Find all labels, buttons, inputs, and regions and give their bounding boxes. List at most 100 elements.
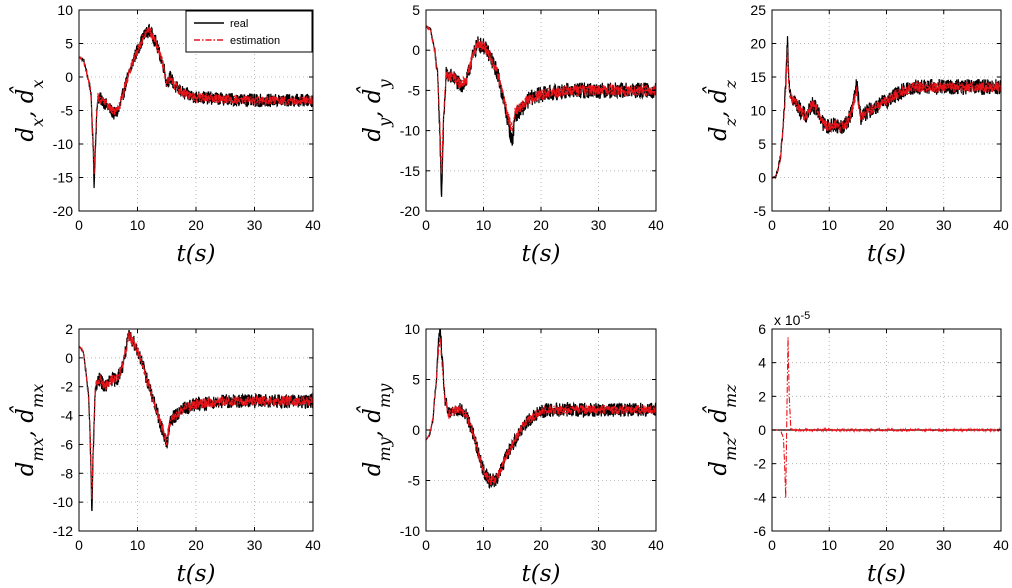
x-tick-label: 20 [879,537,895,553]
y-tick-label: -5 [408,473,421,489]
x-tick-label: 0 [75,217,83,233]
x-axis-label: t(s) [867,241,906,267]
y-tick-label: -6 [61,436,74,452]
y-tick-label: -8 [61,465,74,481]
y-axis-label: dmx, d̂mx [10,384,46,477]
x-tick-label: 40 [648,217,664,233]
x-tick-label: 20 [533,537,549,553]
subplot-dmy: 0 10 20 30 40 -10 -5 0 5 10 t(s) dmy, d̂my [357,321,664,587]
y-tick-label: 0 [65,69,73,85]
x-tick-label: 30 [936,217,952,233]
x-tick-label: 30 [591,217,607,233]
y-tick-label: 0 [412,422,420,438]
x-tick-label: 10 [476,217,492,233]
x-tick-label: 40 [305,217,321,233]
x-axis-label: t(s) [177,241,216,267]
y-tick-label: -20 [53,203,73,219]
y-tick-label: 2 [65,321,73,337]
y-tick-label: 10 [750,103,766,119]
y-tick-label: -10 [400,523,420,539]
y-tick-label: 25 [750,2,766,18]
x-axis-label: t(s) [177,561,216,587]
y-tick-label: 5 [412,372,420,388]
legend-label-estimation: estimation [230,35,280,47]
y-tick-label: 6 [758,321,766,337]
legend-box [185,10,313,53]
scale-factor-label: x 10-5 [774,310,810,328]
y-tick-label: -5 [408,82,421,98]
y-tick-label: 0 [758,170,766,186]
series-estimation [772,337,1001,499]
y-tick-label: 5 [758,136,766,152]
y-tick-label: -10 [53,136,73,152]
y-tick-label: 20 [750,36,766,52]
y-tick-label: -20 [400,203,420,219]
y-tick-label: 0 [65,350,73,366]
y-tick-label: -6 [754,523,767,539]
x-tick-label: 10 [130,537,146,553]
x-tick-label: 0 [75,537,83,553]
series-estimation [79,26,313,175]
x-axis-label: t(s) [522,241,561,267]
y-tick-label: 0 [758,422,766,438]
y-tick-label: -2 [754,456,767,472]
x-tick-label: 10 [821,217,837,233]
x-tick-label: 0 [422,537,430,553]
y-tick-label: -15 [400,163,420,179]
legend: real estimation [185,10,313,53]
x-tick-label: 40 [648,537,664,553]
series-estimation [426,25,656,175]
subplot-dmx: 0 10 20 30 40 -12 -10 -8 -6 -4 -2 0 2 t(s) dmx, d̂mx [10,321,321,587]
x-tick-label: 40 [993,217,1009,233]
x-tick-label: 30 [247,537,263,553]
subplot-dx: 0 10 20 30 40 -20 -15 -10 -5 0 5 10 t(s) dx, d̂x real e… [10,2,321,267]
x-tick-label: 40 [305,537,321,553]
y-tick-label: 0 [412,42,420,58]
x-tick-label: 30 [591,537,607,553]
x-tick-label: 40 [993,537,1009,553]
y-axis-label: dz, d̂z [703,79,739,141]
x-tick-label: 0 [422,217,430,233]
y-tick-label: 5 [412,2,420,18]
subplot-dy: 0 10 20 30 40 -20 -15 -10 -5 0 5 t(s) dy, d̂y [357,2,664,267]
y-tick-label: 4 [758,355,766,371]
subplot-dmz: 0 10 20 30 40 -6 -4 -2 0 2 4 6 t(s) dmz, d̂mz x 10-5 [703,310,1009,587]
y-tick-label: -15 [53,170,73,186]
y-axis-label: dmz, d̂mz [703,384,739,476]
y-tick-label: -5 [61,103,74,119]
y-tick-label: -10 [400,123,420,139]
y-tick-label: -12 [53,523,73,539]
x-tick-label: 20 [879,217,895,233]
y-axis-label: dmy, d̂my [357,383,393,476]
x-axis-label: t(s) [867,561,906,587]
y-axis-label: dy, d̂y [357,78,393,141]
y-tick-label: 5 [65,36,73,52]
x-tick-label: 0 [768,217,776,233]
x-tick-label: 30 [936,537,952,553]
y-tick-label: -10 [53,494,73,510]
y-tick-label: 2 [758,388,766,404]
y-tick-label: -4 [61,408,74,424]
x-tick-label: 10 [130,217,146,233]
y-axis-label: dx, d̂x [10,79,46,141]
y-tick-label: -4 [754,489,767,505]
x-tick-label: 10 [476,537,492,553]
x-tick-label: 0 [768,537,776,553]
x-axis-label: t(s) [522,561,561,587]
x-tick-label: 10 [821,537,837,553]
y-tick-label: 10 [404,321,420,337]
y-tick-label: 10 [57,2,73,18]
series-estimation [772,47,1001,179]
y-tick-label: -5 [754,203,767,219]
x-tick-label: 30 [247,217,263,233]
x-tick-label: 20 [188,537,204,553]
legend-label-real: real [230,18,248,30]
series-estimation [426,338,656,486]
x-tick-label: 20 [533,217,549,233]
x-tick-label: 20 [188,217,204,233]
series-estimation [79,332,313,500]
y-tick-label: -2 [61,379,74,395]
y-tick-label: 15 [750,69,766,85]
